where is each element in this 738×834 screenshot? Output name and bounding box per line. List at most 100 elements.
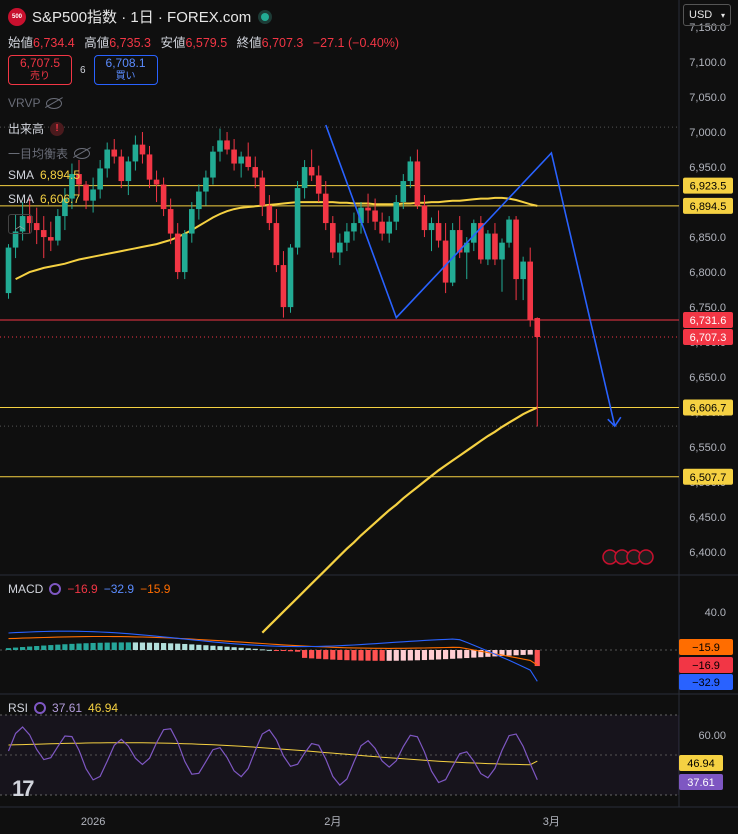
buy-button[interactable]: 6,708.1 買い <box>93 55 158 85</box>
rsi-tag <box>679 755 723 771</box>
collapse-legend-button[interactable]: ︿ <box>8 214 32 234</box>
eye-hidden-icon[interactable] <box>74 148 91 159</box>
macd-histogram-bar <box>344 650 350 661</box>
candle-body <box>69 174 75 199</box>
candle-body <box>358 207 364 224</box>
candle-body <box>19 216 26 232</box>
candle-body <box>449 230 456 283</box>
symbol-logo-icon: 500 <box>8 7 26 26</box>
candle-body <box>203 177 209 192</box>
price-tag-label: 6,894.5 <box>690 201 727 213</box>
candle <box>421 195 428 238</box>
price-tick-label: 6,750.0 <box>689 302 726 314</box>
price-tag <box>683 177 733 194</box>
candle <box>485 230 491 266</box>
candle <box>203 170 209 206</box>
macd-histogram-bar <box>266 649 272 651</box>
candle-body <box>167 209 174 234</box>
candle-body <box>372 210 378 222</box>
candle-body <box>231 149 237 164</box>
macd-histogram-bar <box>55 644 61 650</box>
candle <box>287 244 294 313</box>
macd-signal-line <box>8 635 538 666</box>
macd-histogram-bar <box>450 650 456 659</box>
candle <box>118 149 125 189</box>
candle <box>499 238 505 292</box>
candle-body <box>181 233 188 273</box>
rsi-tag-label: 46.94 <box>687 758 715 770</box>
candle-body <box>471 223 477 243</box>
candle <box>379 212 385 241</box>
macd-legend[interactable]: MACD −16.9 −32.9 −15.9 <box>8 582 170 596</box>
macd-histogram-bar <box>196 644 202 650</box>
macd-axis-label: 40.0 <box>705 607 726 619</box>
candle-body <box>76 174 82 185</box>
macd-histogram-bar <box>471 650 477 658</box>
macd-histogram-bar <box>534 650 540 667</box>
indicator-volume[interactable]: 出来高 ! <box>8 120 65 137</box>
candle-body <box>322 193 329 224</box>
settings-icon[interactable] <box>34 702 47 714</box>
macd-histogram-bar <box>351 650 357 661</box>
rsi-ma-value: 46.94 <box>88 701 119 715</box>
candle <box>153 170 160 203</box>
settings-icon[interactable] <box>49 583 62 595</box>
symbol-title[interactable]: S&P500指数 · 1日 · FOREX.com <box>32 9 252 26</box>
candle <box>273 209 280 273</box>
candle <box>76 160 82 196</box>
macd-histogram-bar <box>245 648 251 650</box>
indicator-ichimoku[interactable]: 一目均衡表 <box>8 145 91 162</box>
macd-histogram-bar <box>443 650 449 660</box>
candle <box>217 128 223 162</box>
candle-body <box>379 221 385 234</box>
macd-tag <box>679 639 733 655</box>
candle-body <box>351 223 357 232</box>
candle-body <box>40 230 47 238</box>
macd-histogram-bar <box>153 642 160 650</box>
candle <box>330 216 336 259</box>
indicator-sma-1[interactable]: SMA 6,894.5 <box>8 168 80 182</box>
eye-hidden-icon[interactable] <box>46 97 63 109</box>
macd-histogram-bar <box>309 650 315 659</box>
candle-body <box>5 247 12 294</box>
ohlc-legend: 始値6,734.4 高値6,735.3 安値6,579.5 終値6,707.3 … <box>8 32 405 51</box>
macd-histogram-bar <box>506 650 512 656</box>
candle-body <box>26 216 33 224</box>
macd-histogram-bar <box>280 650 287 651</box>
candle <box>33 207 40 245</box>
candle-body <box>428 223 435 231</box>
indicator-sma-2[interactable]: SMA 6,606.7 <box>8 192 80 206</box>
candle <box>259 170 266 217</box>
candle <box>534 317 541 427</box>
macd-histogram-bar <box>175 643 181 650</box>
warning-icon[interactable]: ! <box>50 121 65 136</box>
candle-body <box>301 167 308 189</box>
price-tag <box>683 329 733 346</box>
sell-button[interactable]: 6,707.5 売り <box>8 55 72 85</box>
candle-body <box>315 175 322 194</box>
macd-histogram-bar <box>252 648 258 650</box>
time-axis-label: 2026 <box>81 816 105 828</box>
price-tag-label: 6,923.5 <box>690 181 727 193</box>
low-value: 6,579.5 <box>185 36 228 50</box>
sell-label: 売り <box>30 71 50 82</box>
macd-tag-label: −32.9 <box>692 677 720 689</box>
macd-histogram-bar <box>421 650 428 661</box>
rsi-tag-label: 37.61 <box>687 777 715 789</box>
macd-tag <box>679 674 733 690</box>
price-tag-label: 6,731.6 <box>690 315 727 327</box>
macd-histogram-bar <box>330 650 336 660</box>
candle-body <box>132 144 139 162</box>
macd-histogram-bar <box>161 643 167 650</box>
rsi-ma-line <box>8 742 538 766</box>
chart-header: 500 S&P500指数 · 1日 · FOREX.com <box>8 6 270 27</box>
price-tag <box>683 197 733 214</box>
ichimoku-label: 一目均衡表 <box>8 147 69 161</box>
indicator-vrvp[interactable]: VRVP <box>8 96 63 110</box>
candle-body <box>463 242 470 253</box>
candle-body <box>146 154 153 180</box>
rsi-legend[interactable]: RSI 37.61 46.94 <box>8 701 118 715</box>
candle-body <box>104 149 110 169</box>
currency-select[interactable]: USD ▾ <box>683 4 731 26</box>
